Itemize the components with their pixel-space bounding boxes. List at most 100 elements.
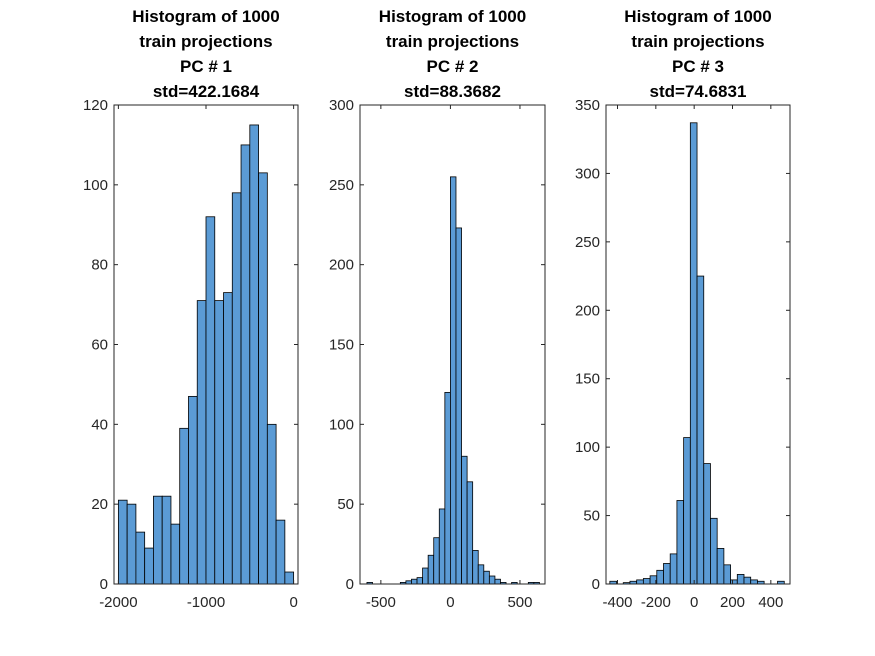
chart-title-line: Histogram of 1000 — [132, 7, 279, 26]
x-tick-label: -2000 — [99, 594, 137, 611]
y-tick-label: 250 — [329, 177, 354, 194]
chart-title-line: train projections — [386, 32, 519, 51]
y-tick-label: 300 — [575, 165, 600, 182]
chart-title-line: train projections — [139, 32, 272, 51]
histogram-bar — [240, 144, 251, 585]
histogram-bar — [117, 499, 128, 585]
chart-title-line: PC # 1 — [180, 57, 232, 76]
y-tick-label: 100 — [329, 416, 354, 433]
histogram-bar — [689, 122, 698, 585]
x-tick-label: 400 — [758, 594, 783, 611]
y-tick-label: 100 — [83, 177, 108, 194]
chart-title-line: Histogram of 1000 — [624, 7, 771, 26]
y-tick-label: 100 — [575, 439, 600, 456]
x-tick-label: 0 — [690, 594, 698, 611]
histogram-bar — [249, 124, 259, 585]
y-tick-label: 300 — [329, 97, 354, 114]
histogram-bar — [716, 548, 725, 585]
histogram-bar — [750, 579, 758, 585]
histogram-bar — [135, 531, 146, 585]
x-tick-label: 0 — [446, 594, 454, 611]
x-tick-label: -400 — [602, 594, 632, 611]
histogram-bar — [153, 495, 163, 585]
chart-title-line: PC # 2 — [427, 57, 479, 76]
histogram-bar — [472, 550, 479, 585]
histogram-bar — [461, 455, 468, 585]
histogram-bar — [433, 537, 440, 585]
y-tick-label: 50 — [337, 496, 354, 513]
y-tick-label: 80 — [91, 257, 108, 274]
y-tick-label: 40 — [91, 416, 108, 433]
histogram-bar — [223, 292, 233, 585]
histogram-pc1: Histogram of 1000 train projections PC # 1… — [83, 7, 299, 611]
histogram-bar — [494, 578, 501, 585]
x-tick-label: 500 — [507, 594, 532, 611]
histogram-bar — [284, 571, 295, 585]
y-tick-label: 250 — [575, 234, 600, 251]
histogram-bar — [266, 423, 277, 585]
y-tick-label: 0 — [592, 576, 600, 593]
histogram-bar — [669, 553, 678, 585]
histogram-bar — [663, 563, 671, 585]
histogram-bar — [466, 481, 474, 585]
chart-title-line: train projections — [631, 32, 764, 51]
x-tick-label: -500 — [366, 594, 396, 611]
chart-title-line: Histogram of 1000 — [379, 7, 526, 26]
histogram-bar — [275, 519, 286, 585]
histogram-bar — [258, 172, 268, 585]
x-tick-label: 0 — [289, 594, 297, 611]
histogram-bar — [214, 300, 224, 585]
histogram-bar — [196, 300, 207, 585]
histogram-bar — [710, 517, 718, 585]
histogram-bar — [144, 547, 154, 585]
chart-title-line: std=422.1684 — [153, 82, 260, 101]
histogram-pc3: Histogram of 1000 train projections PC # 3… — [575, 7, 791, 611]
histogram-bar — [444, 391, 451, 585]
y-tick-label: 350 — [575, 97, 600, 114]
histogram-bar — [438, 508, 446, 585]
histogram-bar — [422, 567, 429, 585]
histogram-bar — [427, 554, 435, 585]
histogram-bar — [703, 463, 711, 585]
chart-title-line: std=88.3682 — [404, 82, 501, 101]
histogram-bar — [642, 578, 651, 585]
histogram-bar — [416, 577, 423, 585]
chart-title-line: PC # 3 — [672, 57, 724, 76]
histogram-bar — [636, 579, 644, 585]
x-tick-label: -1000 — [187, 594, 225, 611]
histogram-bar — [450, 176, 457, 585]
y-tick-label: 50 — [583, 508, 600, 525]
y-tick-label: 150 — [329, 337, 354, 354]
x-tick-label: -200 — [641, 594, 671, 611]
histogram-bar — [656, 569, 664, 585]
histogram-bar — [231, 192, 242, 585]
y-tick-label: 150 — [575, 371, 600, 388]
x-tick-label: 200 — [720, 594, 745, 611]
histogram-bar — [411, 578, 418, 585]
histogram-bar — [161, 495, 172, 585]
y-tick-label: 0 — [100, 576, 108, 593]
histogram-bar — [723, 564, 731, 585]
chart-title-line: std=74.6831 — [650, 82, 747, 101]
histogram-bar — [477, 564, 485, 585]
y-tick-label: 20 — [91, 496, 108, 513]
y-tick-label: 60 — [91, 337, 108, 354]
histogram-bar — [736, 574, 745, 585]
histogram-bar — [179, 427, 189, 585]
histogram-bar — [696, 275, 705, 585]
histogram-bar — [676, 500, 685, 585]
histogram-bar — [683, 437, 691, 585]
histogram-bar — [205, 216, 216, 585]
histogram-bar — [126, 503, 137, 585]
histogram-bar — [743, 576, 752, 585]
y-tick-label: 0 — [346, 576, 354, 593]
y-tick-label: 120 — [83, 97, 108, 114]
histogram-bar — [188, 395, 198, 585]
axes-box — [605, 104, 791, 585]
histogram-bar — [455, 227, 462, 585]
histogram-pc2: Histogram of 1000 train projections PC # 2… — [329, 7, 546, 611]
histogram-bar — [170, 523, 181, 585]
histogram-bar — [488, 575, 496, 585]
histogram-bar — [483, 570, 490, 585]
